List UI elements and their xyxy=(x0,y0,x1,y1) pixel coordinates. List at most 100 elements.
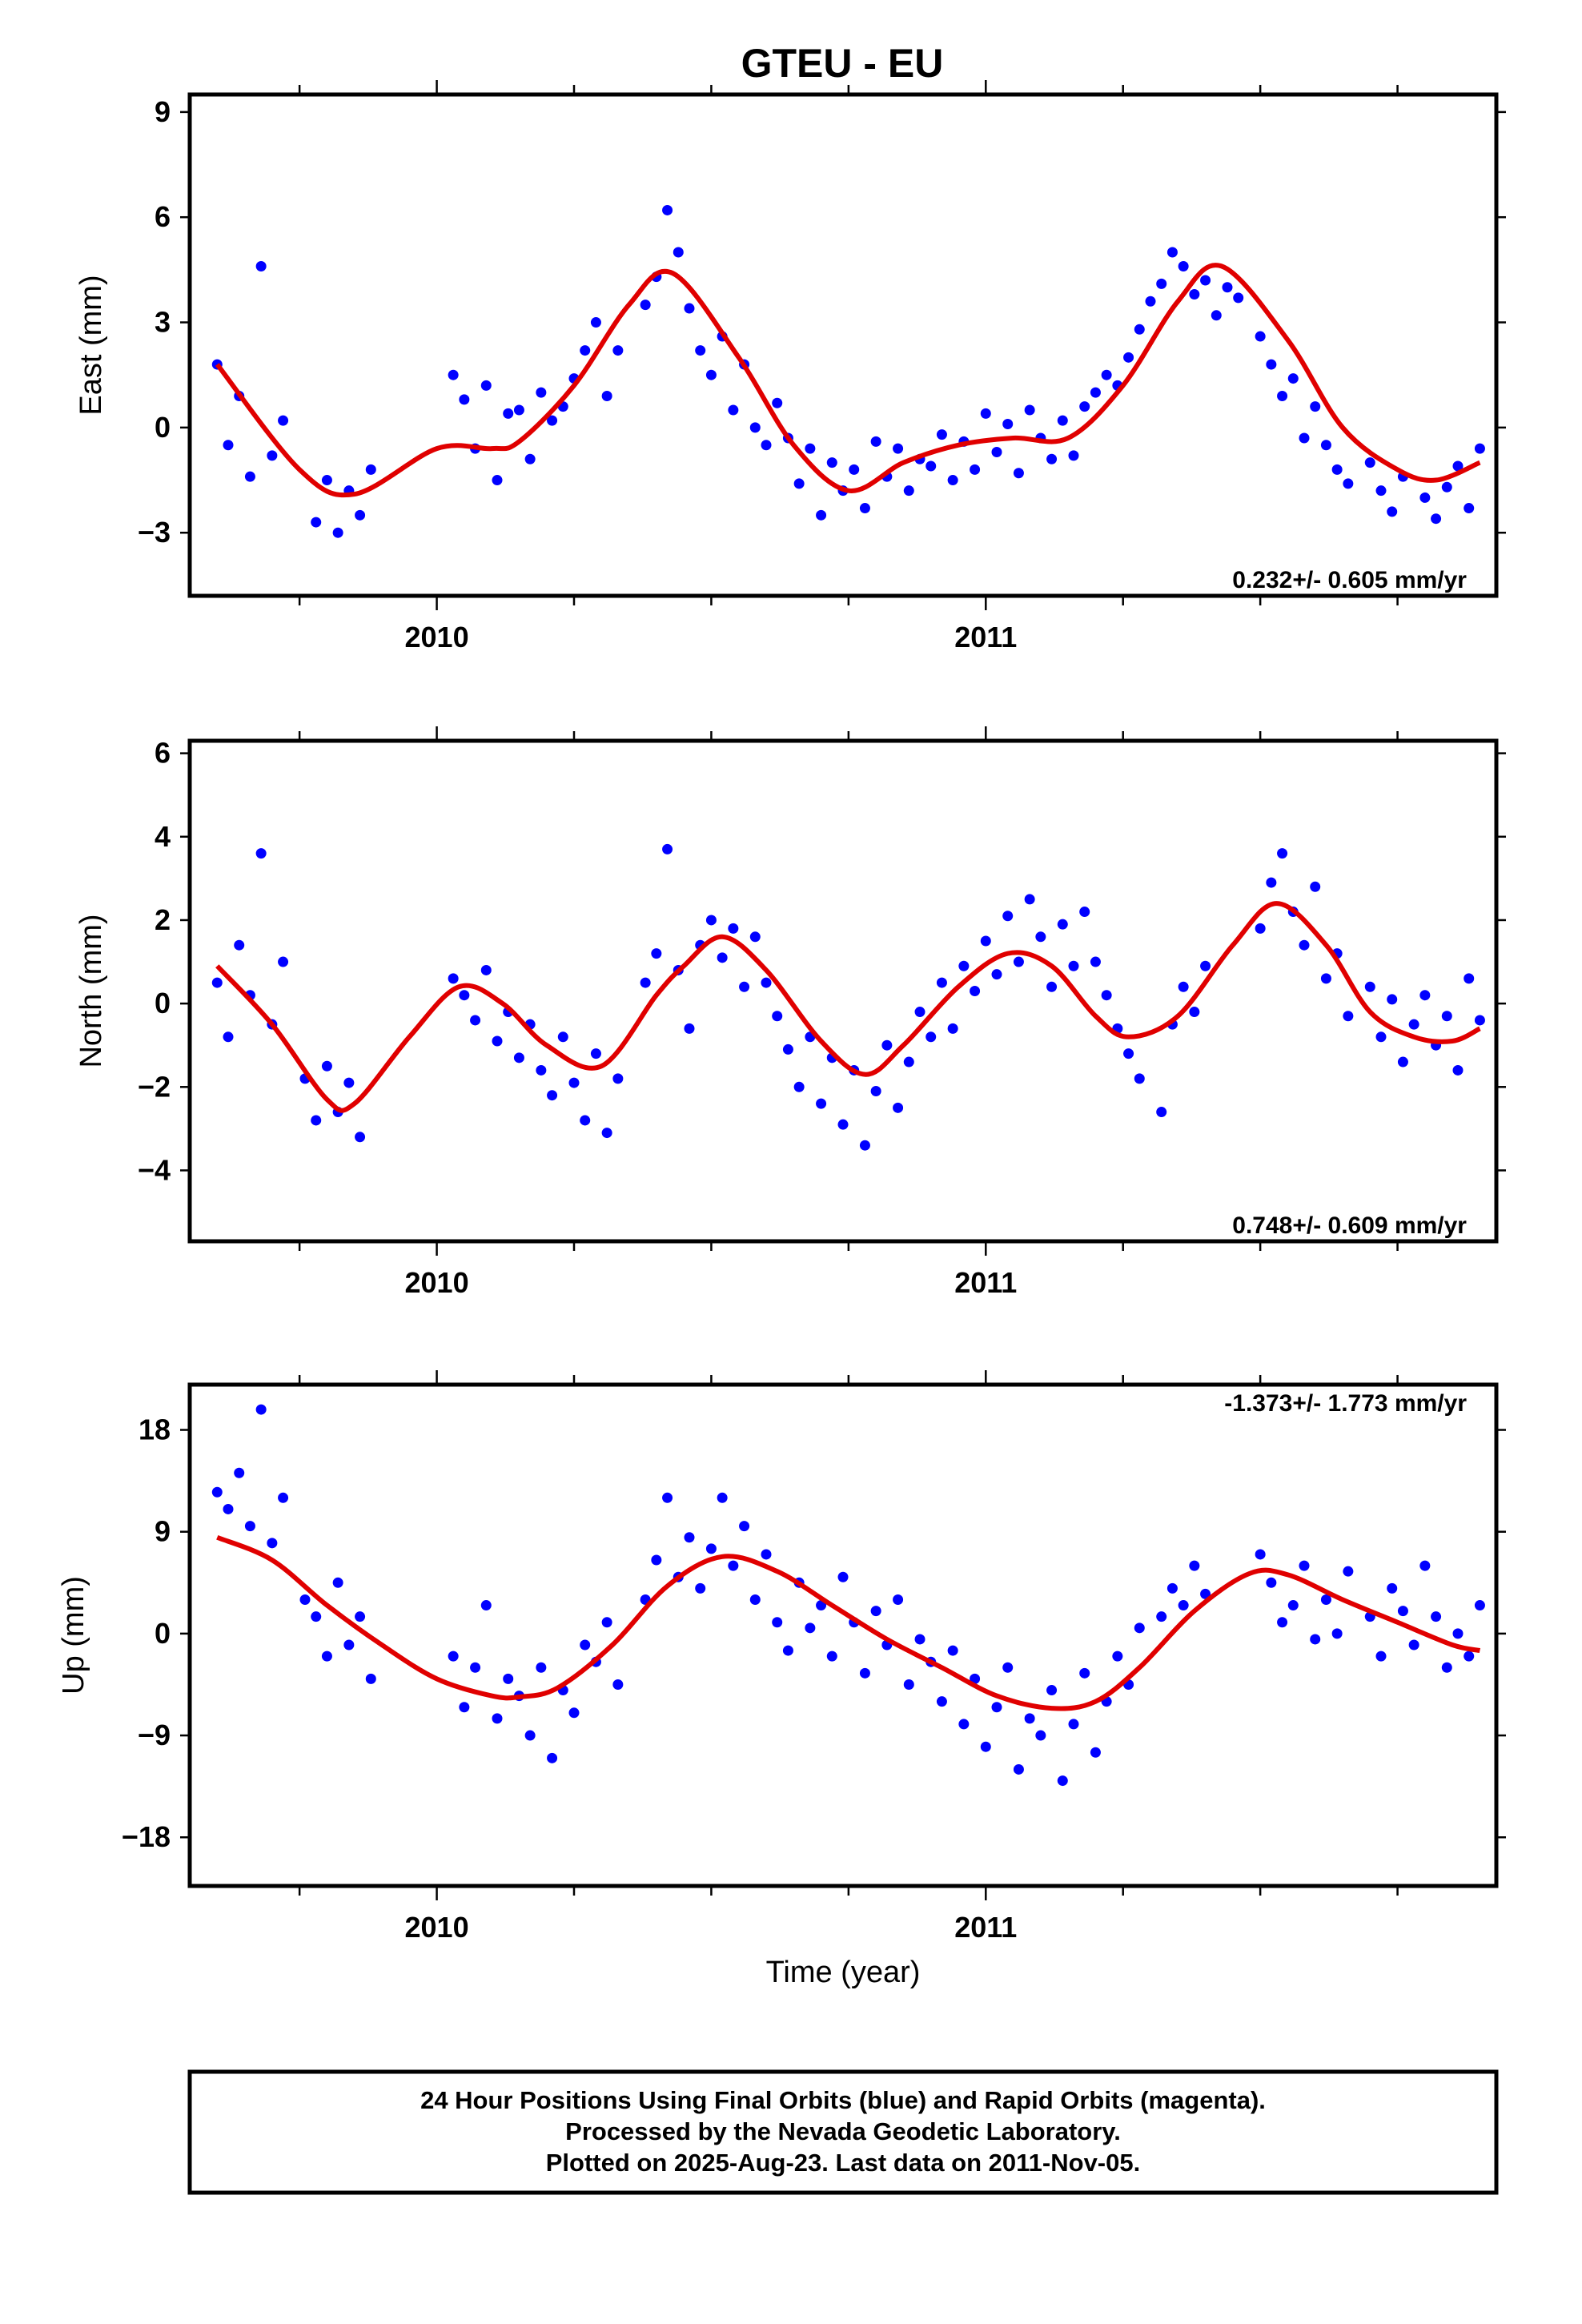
data-point xyxy=(343,1077,355,1088)
data-point xyxy=(311,1115,322,1126)
data-point xyxy=(1431,1611,1442,1622)
data-point xyxy=(568,1077,580,1088)
data-point xyxy=(211,1486,223,1498)
data-point xyxy=(705,369,717,380)
x-tick-label: 2010 xyxy=(405,1911,469,1944)
data-point xyxy=(1464,1651,1475,1662)
data-point xyxy=(1024,404,1035,416)
y-tick-label: 3 xyxy=(155,306,171,339)
data-point xyxy=(612,1679,624,1690)
data-point xyxy=(1419,492,1431,503)
data-point xyxy=(1287,1600,1299,1611)
data-point xyxy=(903,485,914,497)
data-point xyxy=(772,1617,783,1628)
data-point xyxy=(1046,981,1058,992)
data-point xyxy=(662,204,673,215)
data-point xyxy=(1408,1019,1419,1030)
data-point xyxy=(524,453,536,464)
data-point xyxy=(492,475,503,486)
data-point xyxy=(640,300,651,311)
data-point xyxy=(1035,931,1046,943)
data-point xyxy=(859,1140,870,1151)
data-point xyxy=(513,404,524,416)
data-point xyxy=(492,1035,503,1047)
data-point xyxy=(947,1645,958,1656)
data-point xyxy=(255,848,267,859)
y-tick-label: −2 xyxy=(138,1070,171,1103)
data-point xyxy=(1266,359,1277,370)
data-point xyxy=(914,1007,926,1018)
data-point xyxy=(547,415,558,426)
data-point xyxy=(684,1023,695,1034)
data-point xyxy=(1189,1007,1200,1018)
fit-curve xyxy=(216,1534,1481,1711)
data-point xyxy=(936,429,947,440)
data-point xyxy=(1474,443,1485,454)
data-point xyxy=(1211,310,1222,321)
data-point xyxy=(761,1549,772,1560)
data-point xyxy=(1397,1606,1408,1617)
fit-curve xyxy=(215,263,1481,498)
data-point xyxy=(805,1622,816,1634)
x-tick-label: 2011 xyxy=(954,1911,1017,1944)
data-point xyxy=(480,1600,492,1611)
data-point xyxy=(903,1056,914,1068)
data-point xyxy=(513,1052,524,1063)
x-tick-label: 2011 xyxy=(954,1266,1017,1299)
data-point xyxy=(1024,1713,1035,1724)
data-point xyxy=(1441,1662,1452,1673)
data-point xyxy=(980,935,991,947)
data-point xyxy=(870,436,881,447)
data-point xyxy=(1299,432,1310,444)
data-point xyxy=(893,443,904,454)
data-point xyxy=(772,1011,783,1022)
data-point xyxy=(244,1521,255,1532)
data-point xyxy=(991,969,1002,980)
data-point xyxy=(1375,485,1387,497)
sample-points xyxy=(211,1404,1485,1787)
data-point xyxy=(662,843,673,854)
data-point xyxy=(448,1651,459,1662)
data-point xyxy=(448,369,459,380)
data-point xyxy=(365,464,376,475)
data-point xyxy=(1200,1588,1211,1599)
y-axis-label: Up (mm) xyxy=(57,1576,90,1695)
data-point xyxy=(1452,1628,1464,1639)
data-point xyxy=(1134,324,1145,335)
data-point xyxy=(991,447,1002,458)
data-point xyxy=(601,1128,612,1139)
data-point xyxy=(1255,331,1266,342)
data-point xyxy=(1397,1056,1408,1068)
y-tick-label: 6 xyxy=(155,737,171,770)
data-point xyxy=(244,471,255,482)
data-point xyxy=(749,931,761,943)
data-point xyxy=(1387,994,1398,1005)
footer-box: 24 Hour Positions Using Final Orbits (bl… xyxy=(187,2069,1499,2195)
data-point xyxy=(470,1015,481,1026)
data-point xyxy=(1166,1582,1178,1594)
data-point xyxy=(1343,1566,1354,1577)
data-point xyxy=(299,1594,311,1605)
data-point xyxy=(1255,923,1266,934)
plot-frame xyxy=(187,738,1499,1244)
data-point xyxy=(739,981,750,992)
data-point xyxy=(1364,457,1375,468)
data-point xyxy=(1364,981,1375,992)
data-point xyxy=(1387,1582,1398,1594)
data-point xyxy=(1331,464,1343,475)
data-point xyxy=(321,475,332,486)
data-point xyxy=(640,977,651,988)
y-tick-label: 9 xyxy=(155,95,171,128)
data-point xyxy=(1464,503,1475,514)
data-point xyxy=(728,1560,739,1571)
plot-frame xyxy=(187,1382,1499,1888)
data-point xyxy=(459,1702,470,1713)
data-point xyxy=(580,1639,591,1651)
data-point xyxy=(311,1611,322,1622)
y-axis-label: East (mm) xyxy=(74,275,108,415)
panels: 2010 2011 −3 0 3 6 9 East (mm) 0.232+/- 0.605 mm… xyxy=(57,80,1506,1989)
data-point xyxy=(991,1702,1002,1713)
data-point xyxy=(859,503,870,514)
y-tick-label: 18 xyxy=(139,1413,171,1446)
